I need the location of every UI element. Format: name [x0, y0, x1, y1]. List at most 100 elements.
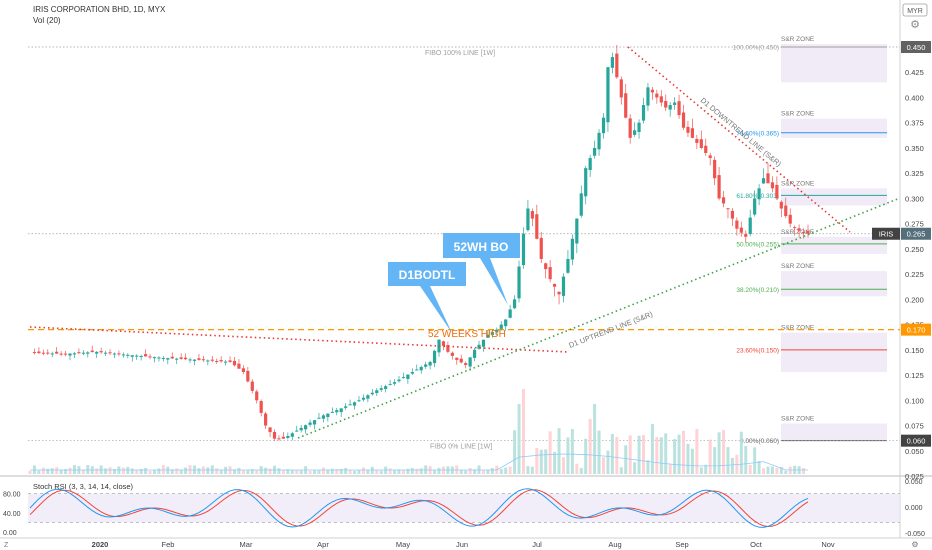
volume-bar [277, 468, 281, 474]
volume-bar [708, 439, 712, 474]
symbol-badge [872, 227, 900, 240]
candle-body [646, 87, 650, 106]
candle-body [664, 100, 668, 108]
volume-bar [139, 469, 143, 474]
y-tick-label: 0.100 [905, 396, 924, 405]
y-tick-label: 0.300 [905, 194, 924, 203]
volume-bar [717, 432, 721, 474]
candle-body [601, 117, 606, 134]
volume-bar [682, 430, 686, 474]
volume-bar [126, 467, 130, 474]
volume-bar [713, 447, 717, 474]
candle-body [219, 360, 223, 362]
volume-bar [557, 428, 561, 474]
volume-bar [690, 448, 694, 474]
volume-bar [521, 389, 525, 474]
candle-body [348, 404, 352, 406]
candle-body [397, 379, 401, 382]
breakout-price-badge [901, 323, 931, 336]
candle-body [401, 377, 406, 379]
candle-body [384, 386, 388, 389]
volume-bar [130, 468, 134, 474]
volume-bar [344, 467, 348, 474]
candle-body [366, 395, 370, 399]
volume-bar [161, 465, 165, 474]
candle-body [441, 341, 446, 346]
candle-body [370, 392, 374, 395]
candle-body [450, 352, 454, 356]
candle-body [557, 291, 561, 295]
candle-body [481, 339, 486, 347]
candle-body [521, 233, 526, 266]
candle-body [517, 266, 521, 299]
volume-bar [513, 430, 517, 474]
candle-body [312, 420, 317, 425]
volume-bar [530, 466, 534, 474]
volume-bar [566, 437, 570, 474]
currency-box[interactable] [902, 3, 928, 17]
volume-bar [753, 447, 757, 474]
volume-bar [481, 470, 485, 474]
candle-body [375, 390, 379, 394]
volume-bar [308, 470, 312, 474]
stoch-k-line [29, 488, 809, 528]
volume-bar [655, 437, 659, 474]
volume-bar [601, 457, 605, 474]
volume-bar [41, 467, 45, 474]
gear-icon[interactable]: ⚙ [910, 19, 920, 31]
candle-body [459, 358, 463, 363]
fibo-bottom-label: FIBO 0% LINE [1W] [430, 444, 492, 451]
candle-body [259, 401, 263, 413]
candle-body [206, 360, 210, 362]
candle-body [579, 193, 583, 216]
volume-bar [184, 467, 188, 474]
candle-body [63, 353, 68, 355]
fib-level-label: 76.60%(0.365) [736, 130, 779, 137]
volume-bar [393, 470, 397, 474]
volume-legend: Vol (20) [33, 16, 61, 25]
fib-level-label: 23.60%(0.150) [736, 347, 779, 354]
candle-body [317, 417, 321, 419]
volume-bar [144, 468, 148, 474]
candle-body [659, 96, 663, 103]
zoom-icon[interactable]: Z [4, 542, 9, 549]
volume-bar [615, 437, 619, 474]
candle-body [539, 237, 543, 259]
candle-body [490, 332, 494, 335]
candle-body [268, 427, 272, 433]
candle-body [801, 232, 806, 234]
candle-body [753, 198, 757, 215]
volume-bar [704, 464, 708, 474]
candle-body [77, 352, 81, 354]
volume-bar [175, 468, 179, 474]
volume-bar [224, 466, 228, 474]
candle-body [86, 352, 90, 354]
candle-body [504, 319, 508, 327]
gear-icon[interactable]: ⚙ [911, 540, 918, 549]
volume-bar [579, 467, 583, 474]
candle-body [59, 353, 63, 355]
candle-body [624, 93, 628, 118]
candle-body [606, 67, 610, 123]
volume-bar [642, 435, 646, 474]
volume-bar [699, 467, 703, 474]
candle-body [419, 366, 423, 371]
candle-body [739, 227, 743, 233]
candle-body [250, 381, 254, 391]
candle-body [184, 357, 188, 360]
volume-bar [64, 469, 68, 474]
fib-level-label: 100.00%(0.450) [733, 45, 779, 52]
volume-bar [526, 466, 530, 474]
volume-bar [157, 468, 161, 474]
volume-bar [50, 468, 54, 474]
candle-body [339, 408, 343, 413]
last-price-badge-text: 0.265 [907, 230, 926, 239]
candle-body [152, 357, 157, 359]
candle-body [486, 334, 490, 338]
x-tick-label: Apr [317, 540, 329, 549]
chart-title: IRIS CORPORATION BHD, 1D, MYX [33, 5, 166, 14]
volume-bar [330, 468, 334, 474]
candle-body [108, 352, 112, 354]
volume-bar [619, 467, 623, 474]
